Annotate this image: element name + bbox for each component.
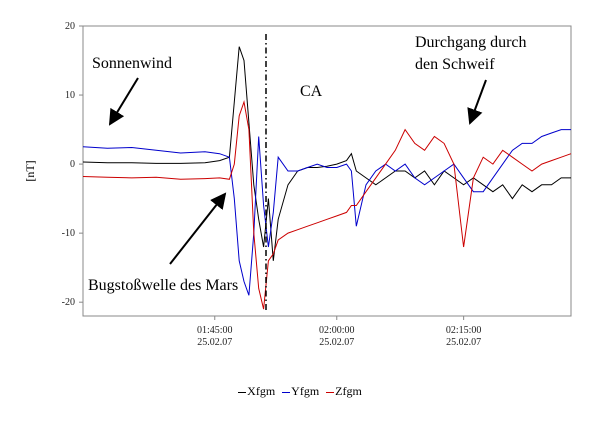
legend-item-xfgm: Xfgm — [238, 384, 275, 399]
legend-swatch-yfgm — [282, 391, 291, 393]
series-line-xfgm — [82, 46, 571, 261]
arrow-bugstoss — [169, 192, 227, 265]
legend-item-yfgm: Yfgm — [282, 384, 319, 399]
series-line-zfgm — [82, 100, 572, 310]
annotation-durchgang-2: den Schweif — [415, 56, 495, 73]
y-axis-title: [nT] — [23, 160, 37, 181]
legend-swatch-xfgm — [238, 391, 247, 393]
x-axis-ticks: 01:45:0025.02.0702:00:0025.02.0702:15:00… — [197, 316, 481, 348]
y-axis-ticks: 20 10 0 -10 -20 — [62, 21, 83, 308]
plot-frame — [82, 25, 572, 317]
legend-label-zfgm: Zfgm — [335, 384, 362, 398]
legend-label-yfgm: Yfgm — [291, 384, 320, 398]
legend-label-xfgm: Xfgm — [247, 384, 276, 398]
legend-swatch-zfgm — [326, 391, 335, 393]
x-tick-label-date: 25.02.07 — [319, 337, 354, 348]
x-tick-label-time: 01:45:00 — [197, 325, 233, 336]
series-layer — [82, 46, 572, 310]
annotation-bugstoss: Bugstoßwelle des Mars — [88, 277, 238, 294]
annotation-sonnenwind: Sonnenwind — [92, 55, 172, 72]
x-tick-label-time: 02:15:00 — [446, 325, 482, 336]
legend: Xfgm Yfgm Zfgm — [0, 384, 600, 399]
arrow-sonnenwind — [108, 77, 139, 126]
y-tick-label: -20 — [62, 297, 75, 308]
arrow-durchgang — [467, 79, 487, 125]
x-tick-label-date: 25.02.07 — [197, 337, 232, 348]
x-tick-label-time: 02:00:00 — [319, 325, 355, 336]
y-tick-label: 20 — [65, 21, 75, 32]
y-tick-label: 10 — [65, 90, 75, 101]
series-line-yfgm — [82, 129, 571, 296]
legend-item-zfgm: Zfgm — [326, 384, 362, 399]
x-tick-label-date: 25.02.07 — [446, 337, 481, 348]
annotation-durchgang-1: Durchgang durch — [415, 34, 527, 51]
y-tick-label: 0 — [70, 159, 75, 170]
y-tick-label: -10 — [62, 228, 75, 239]
ca-label: CA — [300, 83, 323, 100]
